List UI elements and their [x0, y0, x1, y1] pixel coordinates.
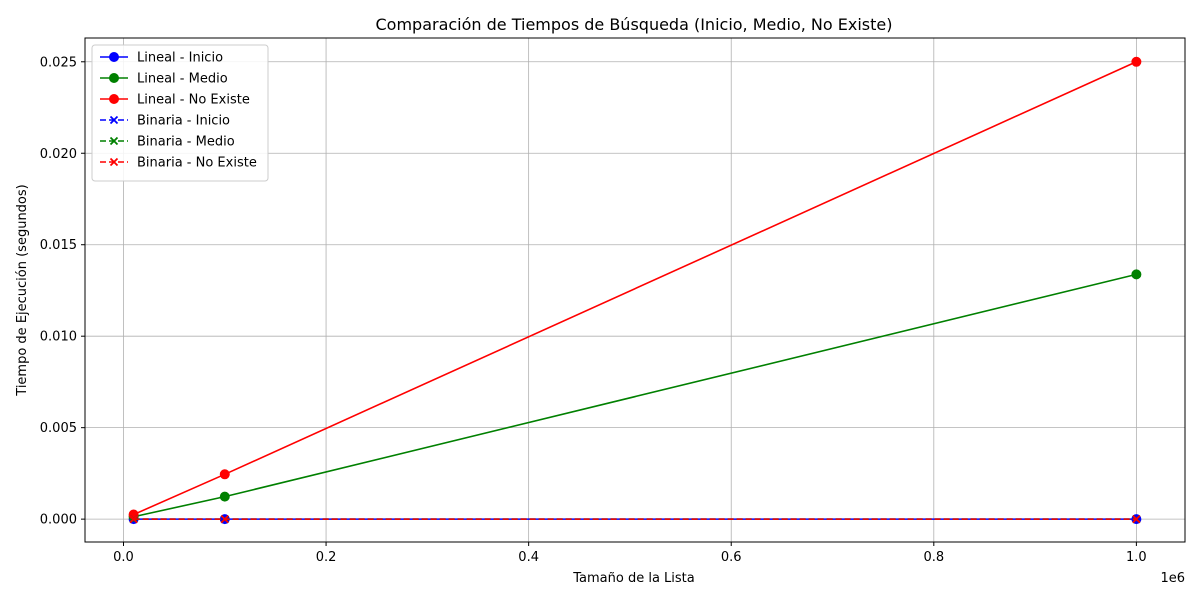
- data-point: [219, 491, 230, 502]
- legend-marker: [109, 157, 119, 167]
- x-axis-offset-label: 1e6: [1160, 571, 1185, 586]
- plot-frame: [84, 37, 1186, 543]
- x-tick-label: 0.2: [316, 550, 337, 565]
- data-point: [129, 514, 138, 524]
- series-2: [128, 56, 1142, 520]
- legend-item: Binaria - No Existe: [100, 156, 257, 171]
- y-tick-label: 0.005: [40, 421, 77, 436]
- legend-label: Binaria - Inicio: [137, 114, 230, 129]
- legend-label: Binaria - Medio: [137, 135, 235, 150]
- series-line: [133, 61, 1137, 516]
- legend-box: [91, 44, 269, 182]
- series-1: [128, 269, 1142, 522]
- y-axis: 0.000 0.005 0.010 0.015 0.020 0.025: [40, 55, 85, 528]
- x-tick-label: 0.8: [923, 550, 944, 565]
- legend-item: Binaria - Medio: [100, 135, 235, 150]
- x-axis-label: Tamaño de la Lista: [572, 571, 695, 586]
- series-layer: [128, 56, 1142, 525]
- legend-item: Lineal - Medio: [100, 72, 228, 87]
- legend-marker: [109, 52, 119, 62]
- data-point: [1131, 269, 1142, 280]
- legend-marker: [109, 136, 119, 146]
- legend-item: Binaria - Inicio: [100, 114, 230, 129]
- x-axis: 0.0 0.2 0.4 0.6 0.8 1.0: [113, 542, 1147, 565]
- legend-marker: [109, 94, 119, 104]
- y-tick-label: 0.020: [40, 147, 77, 162]
- x-tick-label: 1.0: [1126, 550, 1147, 565]
- legend-marker: [109, 73, 119, 83]
- data-point: [220, 514, 229, 524]
- data-point: [219, 469, 230, 480]
- x-tick-label: 0.0: [113, 550, 134, 565]
- series-line: [133, 273, 1137, 518]
- legend: Lineal - Inicio Lineal - Medio Lineal - No…: [91, 44, 269, 182]
- chart-title: Comparación de Tiempos de Búsqueda (Inic…: [375, 15, 892, 34]
- legend-label: Lineal - No Existe: [137, 93, 250, 108]
- x-tick-label: 0.6: [721, 550, 742, 565]
- series-5: [129, 514, 1141, 524]
- legend-label: Lineal - Inicio: [137, 51, 223, 66]
- data-point: [128, 509, 139, 520]
- y-tick-label: 0.015: [40, 238, 77, 253]
- y-tick-label: 0.010: [40, 330, 77, 345]
- data-point: [1132, 514, 1141, 524]
- y-axis-label: Tiempo de Ejecución (segundos): [15, 184, 30, 396]
- y-tick-label: 0.025: [40, 55, 77, 70]
- legend-item: Lineal - Inicio: [100, 51, 223, 66]
- data-point: [1131, 56, 1142, 67]
- legend-label: Lineal - Medio: [137, 72, 228, 87]
- legend-item: Lineal - No Existe: [100, 93, 250, 108]
- legend-marker: [109, 115, 119, 125]
- legend-label: Binaria - No Existe: [137, 156, 257, 171]
- x-tick-label: 0.4: [518, 550, 539, 565]
- y-tick-label: 0.000: [40, 513, 77, 528]
